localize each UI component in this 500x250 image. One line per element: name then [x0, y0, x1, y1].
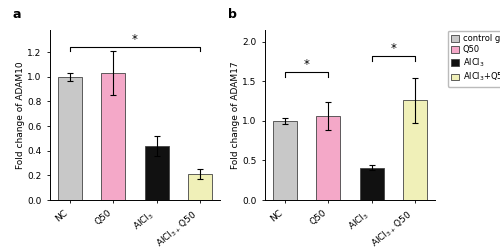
- Bar: [188, 174, 212, 200]
- Text: *: *: [304, 58, 310, 71]
- Bar: [316, 116, 340, 200]
- Text: a: a: [12, 8, 21, 22]
- Text: b: b: [228, 8, 236, 22]
- Bar: [272, 121, 296, 200]
- Bar: [360, 168, 384, 200]
- Text: *: *: [132, 34, 138, 46]
- Bar: [404, 100, 427, 200]
- Y-axis label: Fold change of ADAM17: Fold change of ADAM17: [230, 61, 239, 169]
- Bar: [58, 77, 82, 200]
- Y-axis label: Fold change of ADAM10: Fold change of ADAM10: [16, 61, 24, 169]
- Legend: control group, Q50, AlCl$_3$, AlCl$_3$+Q50: control group, Q50, AlCl$_3$, AlCl$_3$+Q…: [448, 31, 500, 87]
- Text: *: *: [390, 42, 396, 55]
- Bar: [145, 146, 169, 200]
- Bar: [102, 73, 125, 200]
